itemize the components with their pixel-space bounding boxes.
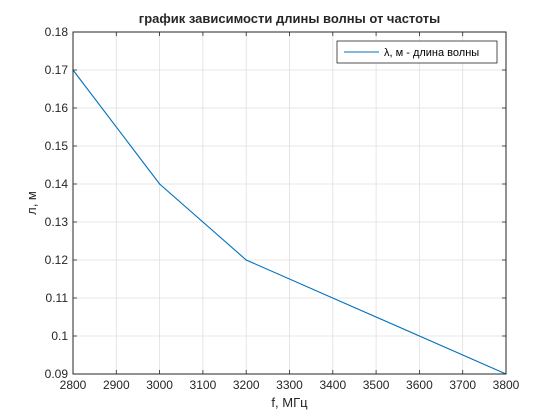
y-tick-label: 0.13 bbox=[45, 215, 69, 229]
y-tick-label: 0.11 bbox=[46, 291, 69, 305]
x-tick-label: 3600 bbox=[406, 378, 433, 392]
x-tick-label: 3000 bbox=[146, 378, 173, 392]
legend: λ, м - длина волны bbox=[336, 40, 498, 64]
chart-title: график зависимости длины волны от частот… bbox=[139, 11, 440, 26]
x-tick-labels: 2800 2900 3000 3100 3200 3300 3400 3500 3600 3700… bbox=[60, 378, 520, 392]
x-tick-label: 3700 bbox=[449, 378, 476, 392]
x-tick-label: 2800 bbox=[60, 378, 87, 392]
y-tick-labels: 0.09 0.1 0.11 0.12 0.13 0.14 0.15 0.16 0.17 0.18 bbox=[45, 25, 69, 381]
x-tick-label: 3500 bbox=[363, 378, 390, 392]
series-line bbox=[72, 69, 507, 375]
x-tick-label: 3800 bbox=[493, 378, 520, 392]
legend-box bbox=[336, 40, 498, 64]
x-tick-label: 3400 bbox=[319, 378, 346, 392]
x-tick-label: 3300 bbox=[276, 378, 303, 392]
data-point bbox=[245, 259, 247, 261]
x-tick-label: 2900 bbox=[103, 378, 130, 392]
y-tick-label: 0.15 bbox=[45, 139, 69, 153]
y-axis-label: л, м bbox=[24, 191, 39, 215]
y-tick-label: 0.16 bbox=[45, 101, 69, 115]
x-tick-label: 3200 bbox=[233, 378, 260, 392]
y-tick-label: 0.18 bbox=[45, 25, 69, 39]
y-tick-label: 0.09 bbox=[45, 367, 69, 381]
y-tick-label: 0.12 bbox=[45, 253, 69, 267]
y-tick-label: 0.14 bbox=[45, 177, 69, 191]
legend-label: λ, м - длина волны bbox=[384, 47, 479, 59]
x-axis-label: f, МГц bbox=[271, 395, 308, 410]
y-tick-label: 0.1 bbox=[51, 329, 68, 343]
data-point bbox=[159, 183, 161, 185]
x-tick-label: 3100 bbox=[190, 378, 217, 392]
axis-ticks bbox=[72, 31, 507, 375]
y-tick-label: 0.17 bbox=[45, 63, 69, 77]
